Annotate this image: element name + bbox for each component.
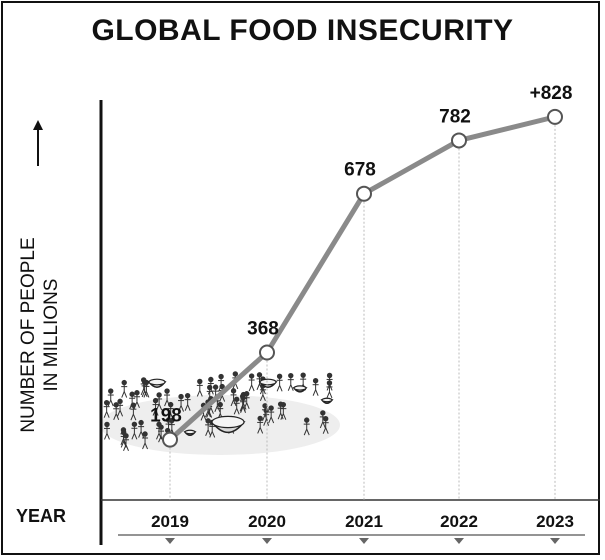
person-figure: [276, 373, 283, 392]
data-point-2021: [356, 185, 372, 202]
up-arrow-icon: [33, 120, 43, 166]
x-tick-2020: 2020: [248, 512, 286, 531]
person-figure: [268, 405, 275, 424]
data-label-2022: 782: [439, 106, 471, 127]
person-figure: [312, 377, 319, 396]
x-tick-2023: 2023: [536, 512, 574, 531]
person-figure: [287, 372, 294, 391]
person-figure: [184, 392, 191, 411]
person-figure: [322, 415, 329, 434]
x-tick-2022: 2022: [440, 512, 478, 531]
person-figure: [230, 388, 237, 407]
food-bowl-rim: [259, 378, 277, 386]
food-bowl-rim: [321, 397, 333, 403]
data-point-2023: [547, 108, 563, 125]
person-figure: [248, 373, 255, 392]
x-tick-marker-2020: [262, 538, 272, 544]
person-figure: [164, 388, 171, 407]
person-figure: [178, 393, 185, 412]
data-label-2019: 198: [150, 406, 182, 427]
person-figure: [117, 398, 124, 417]
person-figure: [107, 388, 114, 407]
x-axis-label: YEAR: [16, 506, 67, 526]
person-figure: [207, 376, 214, 395]
data-label-2023: +828: [530, 83, 573, 104]
person-figure: [103, 399, 110, 418]
person-figure: [140, 377, 147, 396]
person-figure: [156, 421, 163, 440]
data-point-2022: [451, 132, 467, 149]
data-point-2019: [162, 431, 178, 448]
person-figure: [113, 402, 120, 420]
x-tick-marker-2021: [359, 538, 369, 544]
person-figure: [133, 390, 140, 408]
crowd-illustration: [100, 371, 340, 455]
data-point-2020: [259, 344, 275, 361]
x-tick-2019: 2019: [151, 512, 189, 531]
person-figure: [121, 379, 128, 398]
person-figure: [152, 397, 159, 416]
person-figure: [277, 401, 284, 420]
person-figure: [303, 417, 310, 436]
person-figure: [138, 419, 145, 438]
person-figure: [156, 392, 163, 411]
food-bowl-rim: [293, 385, 307, 391]
person-figure: [196, 378, 203, 397]
x-tick-2021: 2021: [345, 512, 383, 531]
data-label-2021: 678: [344, 160, 376, 181]
x-tick-marker-2019: [165, 538, 175, 544]
food-bowl-rim: [148, 378, 166, 386]
person-figure: [123, 433, 130, 451]
person-figure: [142, 431, 149, 450]
food-bowl-rim: [211, 415, 245, 429]
person-figure: [103, 421, 110, 440]
person-figure: [167, 401, 174, 420]
x-tick-marker-2023: [550, 538, 560, 544]
food-bowl-rim: [184, 429, 196, 435]
person-figure: [257, 415, 264, 434]
person-figure: [319, 410, 326, 429]
person-figure: [326, 380, 333, 399]
chart-title: GLOBAL FOOD INSECURITY: [91, 14, 514, 47]
x-tick-marker-2022: [454, 538, 464, 544]
data-label-2020: 368: [247, 319, 279, 340]
person-figure: [240, 395, 247, 413]
person-figure: [131, 421, 138, 440]
